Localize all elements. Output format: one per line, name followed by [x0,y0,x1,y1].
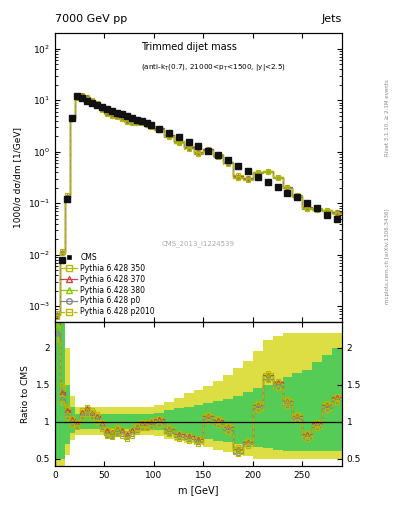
Text: (anti-k$_\mathrm{T}$(0.7), 21000<p$_\mathrm{T}$<1500, |y|<2.5): (anti-k$_\mathrm{T}$(0.7), 21000<p$_\mat… [141,62,286,73]
X-axis label: m [GeV]: m [GeV] [178,485,219,495]
Text: Rivet 3.1.10, ≥ 2.1M events: Rivet 3.1.10, ≥ 2.1M events [385,79,390,156]
Text: mcplots.cern.ch [arXiv:1306.3436]: mcplots.cern.ch [arXiv:1306.3436] [385,208,390,304]
Y-axis label: 1000/σ dσ/dm [1/GeV]: 1000/σ dσ/dm [1/GeV] [13,127,22,228]
Text: CMS_2013_I1224539: CMS_2013_I1224539 [162,241,235,247]
Legend: CMS, Pythia 6.428 350, Pythia 6.428 370, Pythia 6.428 380, Pythia 6.428 p0, Pyth: CMS, Pythia 6.428 350, Pythia 6.428 370,… [59,251,156,318]
Y-axis label: Ratio to CMS: Ratio to CMS [21,365,30,423]
Text: 7000 GeV pp: 7000 GeV pp [55,14,127,24]
Text: Jets: Jets [321,14,342,24]
Text: Trimmed dijet mass: Trimmed dijet mass [141,42,237,52]
